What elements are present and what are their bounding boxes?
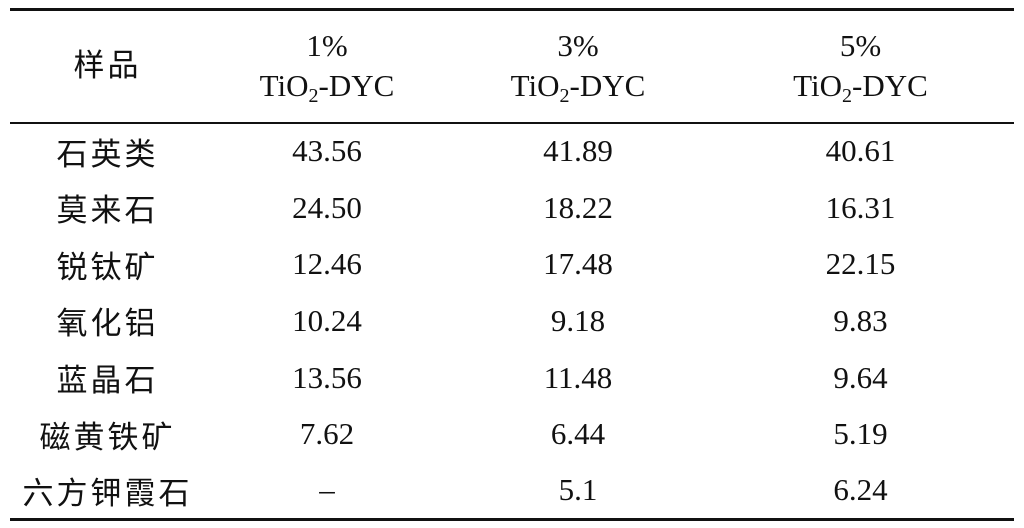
sample-name: 锐钛矿 [56,249,159,286]
value-1pct: 10.24 [292,302,362,338]
table-row: 磁黄铁矿 7.62 6.44 5.19 [10,406,1014,463]
formula-subscript: 2 [559,85,570,108]
formula-prefix: TiO [510,68,560,104]
value-5pct: 5.19 [833,416,888,452]
formula-suffix: -DYC [852,68,928,104]
header-col-5pct-percent: 5% [839,28,882,64]
header-col-3pct-percent: 3% [557,28,599,64]
header-col-3pct-material: TiO2-DYC [449,66,707,106]
header-col-1pct: 1% TiO2-DYC [205,10,449,123]
table-row: 莫来石 24.50 18.22 16.31 [10,179,1014,236]
formula-prefix: TiO [259,68,309,104]
value-5pct: 9.64 [833,359,888,395]
value-3pct: 6.44 [550,416,606,452]
sample-name: 磁黄铁矿 [39,419,176,456]
value-5pct: 16.31 [825,189,896,225]
header-col-1pct-percent: 1% [306,28,348,64]
header-row: 样品 1% TiO2-DYC 3% TiO2-DYC 5% TiO2-DYC [10,10,1014,123]
value-3pct: 18.22 [543,189,613,225]
formula-prefix: TiO [793,68,843,104]
table-row: 石英类 43.56 41.89 40.61 [10,123,1014,180]
value-5pct: 9.83 [833,302,888,338]
header-col-5pct: 5% TiO2-DYC [707,10,1014,123]
sample-name: 氧化铝 [56,306,159,343]
header-sample: 样品 [73,48,142,85]
formula-suffix: -DYC [318,68,395,104]
value-3pct: 5.1 [558,472,598,508]
table-row: 氧化铝 10.24 9.18 9.83 [10,293,1014,350]
value-3pct: 41.89 [543,133,613,169]
value-1pct: 12.46 [292,246,362,282]
sample-name: 莫来石 [56,193,159,230]
table-row: 蓝晶石 13.56 11.48 9.64 [10,349,1014,406]
header-col-1pct-material: TiO2-DYC [205,66,449,106]
value-3pct: 9.18 [550,302,606,338]
table-row: 六方钾霞石 – 5.1 6.24 [10,463,1014,520]
sample-name: 蓝晶石 [56,363,159,400]
value-5pct: 6.24 [833,472,888,508]
value-3pct: 17.48 [543,246,613,282]
value-1pct: 13.56 [292,359,362,395]
formula-subscript: 2 [842,85,853,108]
value-1pct: 24.50 [292,189,362,225]
formula-subscript: 2 [308,85,319,108]
table-header: 样品 1% TiO2-DYC 3% TiO2-DYC 5% TiO2-DYC [10,10,1014,123]
header-col-3pct: 3% TiO2-DYC [449,10,707,123]
formula-suffix: -DYC [569,68,646,104]
value-3pct: 11.48 [543,359,613,395]
value-1pct: 43.56 [292,133,362,169]
value-1pct: 7.62 [299,416,355,452]
value-5pct: 40.61 [825,133,896,169]
value-1pct: – [319,472,335,508]
header-col-5pct-material: TiO2-DYC [707,66,1014,106]
data-table: 样品 1% TiO2-DYC 3% TiO2-DYC 5% TiO2-DYC 石… [10,8,1014,521]
sample-name: 石英类 [56,136,159,173]
table-body: 石英类 43.56 41.89 40.61 莫来石 24.50 18.22 16… [10,123,1014,520]
value-5pct: 22.15 [825,246,896,282]
sample-name: 六方钾霞石 [22,475,193,512]
table-row: 锐钛矿 12.46 17.48 22.15 [10,236,1014,293]
